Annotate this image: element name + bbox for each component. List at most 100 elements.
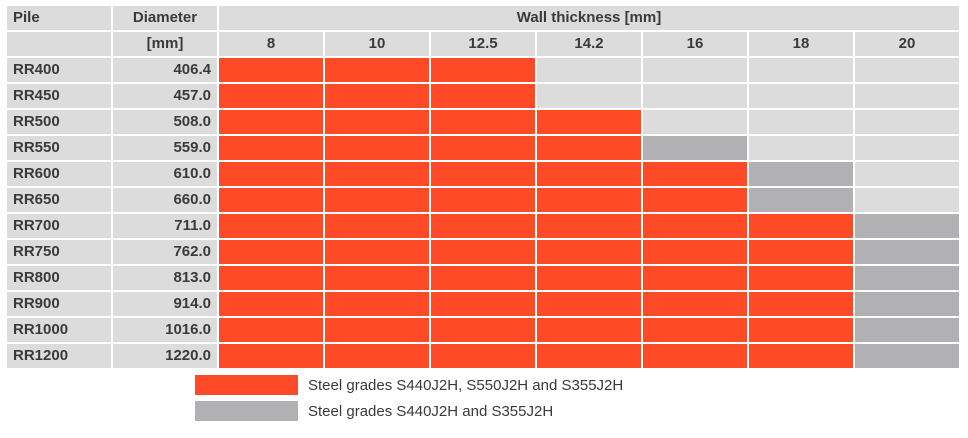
availability-cell-red [537,266,641,290]
availability-cell-red [431,136,535,160]
header-diameter-unit: [mm] [113,32,217,56]
pile-name: RR900 [7,292,111,316]
pile-diameter: 610.0 [113,162,217,186]
availability-cell-red [643,318,747,342]
availability-cell-red [537,110,641,134]
availability-cell-red [537,162,641,186]
availability-cell-gray [855,318,959,342]
header-thickness-14.2: 14.2 [537,32,641,56]
wall-thickness-table: Pile Diameter Wall thickness [mm] [mm] 8 10 12… [7,6,959,368]
availability-cell-red [325,58,429,82]
availability-cell-gray [855,214,959,238]
availability-cell-red [219,58,323,82]
availability-cell-red [643,292,747,316]
availability-cell-gray [749,188,853,212]
header-thickness-18: 18 [749,32,853,56]
availability-cell-red [431,318,535,342]
availability-cell-empty [855,110,959,134]
pile-name: RR750 [7,240,111,264]
availability-cell-red [325,344,429,368]
availability-cell-red [643,240,747,264]
header-thickness-20: 20 [855,32,959,56]
availability-cell-red [325,188,429,212]
availability-cell-red [749,318,853,342]
availability-cell-red [749,344,853,368]
availability-cell-empty [537,84,641,108]
availability-cell-red [537,136,641,160]
pile-name: RR550 [7,136,111,160]
pile-name: RR500 [7,110,111,134]
availability-cell-red [431,110,535,134]
availability-cell-empty [643,84,747,108]
availability-cell-red [431,58,535,82]
header-thickness-8: 8 [219,32,323,56]
availability-cell-empty [749,110,853,134]
header-thickness-16: 16 [643,32,747,56]
availability-cell-red [749,266,853,290]
availability-cell-red [219,110,323,134]
legend-swatch-gray [195,401,298,421]
header-wall-thickness: Wall thickness [mm] [219,6,959,30]
availability-cell-red [431,188,535,212]
availability-cell-red [749,214,853,238]
availability-cell-empty [855,136,959,160]
availability-cell-red [219,266,323,290]
availability-cell-red [219,318,323,342]
availability-cell-gray [749,162,853,186]
availability-cell-red [325,84,429,108]
availability-cell-red [325,266,429,290]
availability-cell-red [431,162,535,186]
availability-cell-red [431,214,535,238]
pile-diameter: 914.0 [113,292,217,316]
legend-label: Steel grades S440J2H, S550J2H and S355J2… [308,376,624,394]
availability-cell-empty [643,110,747,134]
pile-name: RR700 [7,214,111,238]
availability-cell-red [643,344,747,368]
availability-cell-empty [855,84,959,108]
legend-label: Steel grades S440J2H and S355J2H [308,402,554,420]
availability-cell-red [325,110,429,134]
pile-name: RR400 [7,58,111,82]
pile-name: RR1200 [7,344,111,368]
availability-cell-empty [749,84,853,108]
pile-diameter: 1016.0 [113,318,217,342]
availability-cell-red [219,292,323,316]
availability-cell-red [325,292,429,316]
availability-cell-red [325,240,429,264]
header-pile-blank [7,32,111,56]
availability-cell-red [431,292,535,316]
availability-cell-red [431,266,535,290]
availability-cell-empty [855,162,959,186]
legend-item-gray: Steel grades S440J2H and S355J2H [195,400,623,422]
pile-diameter: 660.0 [113,188,217,212]
pile-diameter: 711.0 [113,214,217,238]
availability-cell-red [219,240,323,264]
legend: Steel grades S440J2H, S550J2H and S355J2… [195,374,623,426]
availability-cell-red [749,292,853,316]
header-diameter: Diameter [113,6,217,30]
availability-cell-red [643,214,747,238]
pile-name: RR650 [7,188,111,212]
pile-diameter: 1220.0 [113,344,217,368]
pile-diameter: 406.4 [113,58,217,82]
availability-cell-red [431,240,535,264]
pile-name: RR800 [7,266,111,290]
availability-cell-red [643,188,747,212]
availability-cell-red [537,188,641,212]
availability-cell-red [219,344,323,368]
pile-diameter: 508.0 [113,110,217,134]
availability-cell-red [219,84,323,108]
availability-cell-gray [855,240,959,264]
pile-diameter: 762.0 [113,240,217,264]
availability-cell-red [219,188,323,212]
availability-cell-red [325,136,429,160]
availability-cell-red [537,214,641,238]
availability-cell-red [431,84,535,108]
availability-cell-red [219,214,323,238]
availability-cell-red [749,240,853,264]
availability-cell-empty [537,58,641,82]
availability-cell-red [325,162,429,186]
legend-item-red: Steel grades S440J2H, S550J2H and S355J2… [195,374,623,396]
pile-diameter: 559.0 [113,136,217,160]
availability-cell-red [325,318,429,342]
